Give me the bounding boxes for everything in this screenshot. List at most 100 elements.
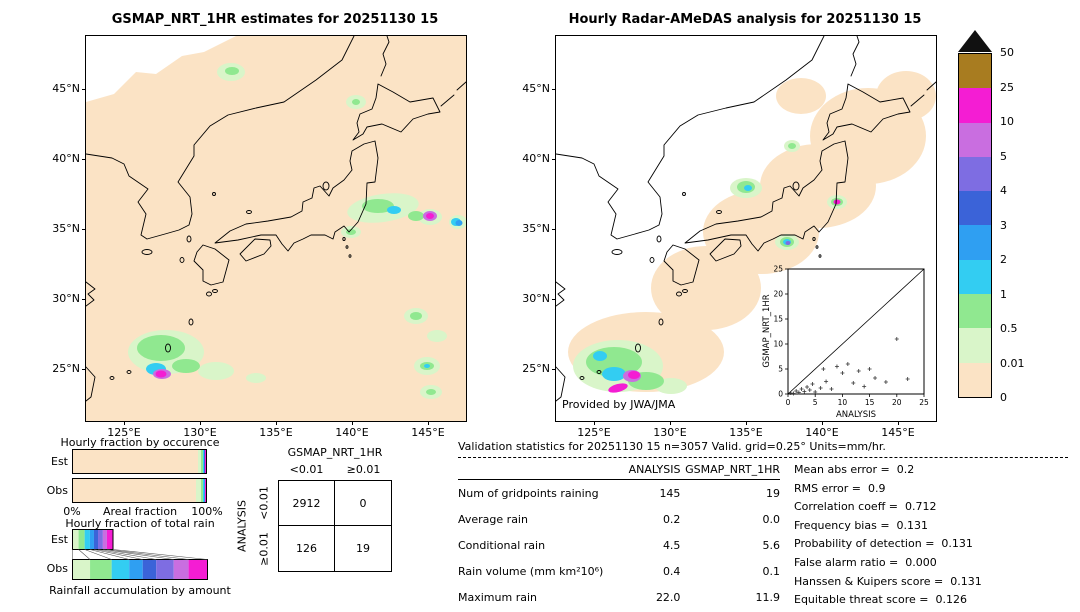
bar-segment	[188, 559, 208, 580]
lat-tick-label: 30°N	[522, 292, 550, 305]
inset-scatter-points	[788, 337, 910, 396]
contingency-row-header: ANALYSIS	[235, 500, 249, 552]
contingency-table: GSMAP_NRT_1HR <0.01 ≥0.01 ANALYSIS <0.01…	[236, 440, 415, 605]
svg-text:5: 5	[813, 398, 818, 407]
metric-value: 0.2	[896, 463, 915, 476]
metric-row: Mean abs error = 0.2	[794, 461, 982, 480]
bar-segment	[78, 529, 85, 550]
scatter-point	[905, 377, 910, 381]
stat-gsmap-value: 5.6	[762, 538, 781, 552]
svg-text:0: 0	[786, 398, 791, 407]
stats-table: ANALYSIS GSMAP_NRT_1HR Num of gridpoints…	[458, 461, 780, 610]
metric-row: False alarm ratio = 0.000	[794, 554, 982, 573]
colorbar-segment	[959, 294, 991, 329]
stat-gsmap-value: 0.0	[762, 513, 781, 527]
stats-col-analysis: ANALYSIS	[626, 461, 681, 480]
scatter-point	[883, 380, 888, 384]
bar-segment	[156, 559, 174, 580]
metric-value: 0.126	[935, 593, 967, 607]
connector-line	[112, 549, 208, 560]
contingency-row-label-ge: ≥0.01	[257, 532, 271, 566]
svg-text:25: 25	[919, 398, 929, 407]
dashed-divider	[458, 457, 1068, 458]
bar-segment	[72, 529, 79, 550]
axis-tick	[82, 159, 86, 160]
metric-label: Hanssen & Kuipers score =	[794, 574, 944, 588]
metric-row: Hanssen & Kuipers score = 0.131	[794, 573, 982, 592]
gsmap-precipitation-map: 45°N 40°N 35°N 30°N 25°N 125°E 130°E 135°E 140°E…	[52, 35, 467, 439]
scatter-point	[829, 387, 834, 391]
stat-label: Conditional rain	[458, 538, 546, 552]
stat-analysis-value: 22.0	[655, 590, 681, 604]
svg-text:10: 10	[838, 398, 848, 407]
bar-segment	[200, 479, 203, 502]
bar-outline	[72, 529, 114, 550]
colorbar-tick-label: 0	[1000, 391, 1007, 404]
bar-segment	[142, 559, 157, 580]
lat-tick-label: 40°N	[522, 152, 550, 165]
scatter-point	[851, 381, 856, 385]
metric-label: Correlation coeff =	[794, 500, 898, 514]
occurrence-x-max-label: 100%	[191, 505, 223, 518]
bar-segment	[202, 479, 205, 502]
connector-line	[106, 549, 189, 560]
scatter-point	[834, 364, 839, 369]
axis-tick	[822, 421, 823, 425]
bar-segment	[173, 559, 189, 580]
scatter-point	[867, 367, 872, 371]
no-data-region	[86, 36, 236, 102]
metric-row: Equitable threat score = 0.126	[794, 591, 982, 610]
lon-tick-label: 130°E	[183, 426, 217, 439]
axis-tick	[594, 421, 595, 425]
radar-coverage-area	[568, 71, 936, 392]
occurrence-est-label: Est	[51, 455, 68, 468]
colorbar: 50 25 10 5 4 3 2 1 0.5 0.01 0	[958, 30, 1078, 412]
gsmap-rain-blobs	[128, 63, 466, 399]
bar-segment	[98, 529, 103, 550]
lat-tick-label: 35°N	[522, 222, 550, 235]
scatter-point	[813, 390, 818, 394]
radar-rain-blobs	[573, 140, 847, 394]
metric-value: 0.712	[905, 500, 937, 514]
stat-analysis-value: 0.2	[662, 513, 681, 527]
colorbar-segment	[959, 88, 991, 123]
occurrence-chart-title: Hourly fraction by occurence	[60, 436, 220, 449]
bar-segment	[204, 479, 206, 502]
inset-ylabel: GSMAP_NRT_1HR	[762, 294, 772, 367]
table-row: Average rain 0.2 0.0	[458, 506, 780, 532]
bar-segment	[90, 559, 112, 580]
axis-tick	[124, 421, 125, 425]
scatter-point	[840, 371, 845, 375]
contingency-row-label-lt: <0.01	[257, 486, 271, 520]
contingency-grid: 2912 0 126 19	[278, 480, 392, 572]
stat-label: Maximum rain	[458, 590, 537, 604]
bar-segment	[204, 479, 205, 502]
table-row: Rain volume (mm km²10⁶) 0.4 0.1	[458, 558, 780, 584]
axis-tick	[898, 421, 899, 425]
occurrence-xlabel: Areal fraction	[102, 505, 178, 518]
inset-diagonal-line	[787, 268, 925, 395]
gsmap-field	[86, 36, 466, 402]
lon-tick-label: 130°E	[653, 426, 687, 439]
svg-text:20: 20	[892, 398, 902, 407]
metric-value: 0.9	[867, 481, 886, 495]
totalrain-chart-title: Hourly fraction of total rain	[65, 517, 215, 530]
lon-tick-label: 135°E	[729, 426, 763, 439]
axis-tick	[82, 299, 86, 300]
contingency-col-label-lt: <0.01	[289, 463, 324, 476]
colorbar-overflow-triangle	[958, 30, 992, 52]
colorbar-segment	[959, 54, 991, 89]
stats-col-gsmap: GSMAP_NRT_1HR	[680, 461, 780, 480]
lat-tick-label: 45°N	[522, 82, 550, 95]
table-row: Num of gridpoints raining 145 19	[458, 480, 780, 507]
svg-text:25: 25	[773, 265, 783, 274]
metric-row: Probability of detection = 0.131	[794, 535, 982, 554]
connector-line	[89, 549, 130, 560]
occurrence-obs-label: Obs	[46, 484, 68, 497]
bar-segment	[204, 450, 206, 473]
stat-gsmap-value: 19	[766, 487, 780, 501]
bar-segment	[73, 479, 197, 502]
bar-segment	[203, 450, 205, 473]
totalrain-est-label: Est	[51, 533, 68, 546]
